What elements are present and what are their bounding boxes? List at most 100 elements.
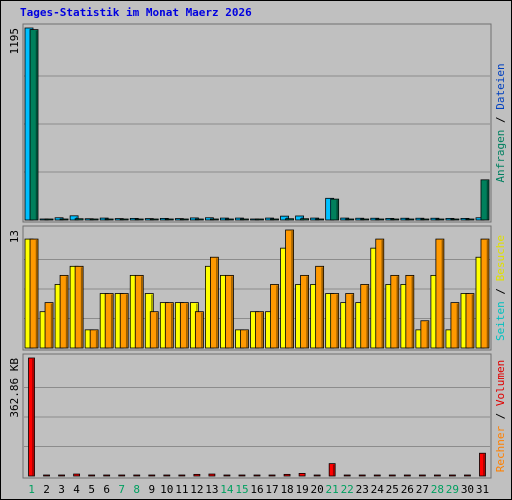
bar-dateien-day-24 [375, 218, 385, 221]
bar-volumen-day-22 [343, 474, 351, 477]
y-max-label: 13 [8, 230, 21, 243]
bar-besuche-day-4 [74, 265, 84, 349]
x-tick-label: 25 [386, 483, 399, 496]
bar-volumen-day-24 [373, 474, 381, 477]
bar-besuche-day-27 [420, 320, 430, 349]
legend-item-anfragen: Anfragen [494, 130, 507, 183]
bar-besuche-day-19 [300, 274, 309, 349]
bar-dateien-day-21 [330, 198, 340, 221]
bar-dateien-day-14 [225, 218, 234, 221]
bar-dateien-day-16 [255, 218, 264, 221]
bar-besuche-day-24 [375, 238, 385, 349]
bar-dateien-day-15 [240, 218, 249, 221]
x-tick-label: 15 [235, 483, 248, 496]
x-tick-label: 4 [73, 483, 80, 496]
bar-volumen-day-10 [163, 474, 171, 477]
x-tick-label: 1 [28, 483, 35, 496]
bar-besuche-day-2 [44, 302, 54, 349]
y-max-label: 362.86 KB [8, 358, 21, 418]
bar-besuche-day-29 [450, 302, 460, 349]
bar-volumen-day-14 [223, 474, 231, 477]
bar-dateien-day-4 [74, 218, 84, 221]
x-tick-label: 11 [175, 483, 188, 496]
bar-volumen-day-20 [313, 474, 321, 477]
bar-volumen-day-30 [464, 474, 471, 477]
x-tick-label: 8 [133, 483, 140, 496]
x-tick-label: 31 [476, 483, 489, 496]
x-tick-label: 26 [401, 483, 414, 496]
bar-besuche-day-11 [179, 302, 189, 349]
bar-volumen-day-29 [449, 474, 456, 477]
bar-dateien-day-22 [345, 218, 355, 221]
bar-volumen-day-5 [88, 474, 96, 477]
x-tick-label: 14 [220, 483, 234, 496]
x-tick-label: 21 [326, 483, 339, 496]
bar-volumen-day-21 [328, 463, 336, 477]
bar-dateien-day-25 [390, 218, 400, 221]
bar-besuche-day-10 [164, 302, 174, 349]
x-tick-label: 5 [88, 483, 95, 496]
chart-panels: 1195 Anfragen / Dateien 13 Seiten / Besuche… [8, 23, 507, 479]
bar-besuche-day-31 [480, 238, 490, 349]
bar-besuche-day-3 [59, 274, 69, 349]
panel-frame [22, 353, 492, 479]
x-tick-label: 19 [295, 483, 308, 496]
x-axis-labels: 1 2 3 4 5 6 7 8 9 10 11 12 13 14 15 16 17 18 19 20 21 22 23 24 2… [28, 483, 489, 496]
bar-besuche-day-22 [345, 293, 355, 349]
panel-requests: 1195 Anfragen / Dateien [8, 23, 507, 223]
x-tick-label: 16 [250, 483, 263, 496]
bar-besuche-day-25 [390, 274, 400, 349]
panel-legend: Anfragen / Dateien [494, 63, 507, 182]
bar-volumen-day-16 [253, 474, 261, 477]
bar-volumen-day-27 [418, 474, 426, 477]
bar-volumen-day-11 [178, 474, 186, 477]
bar-volumen-day-19 [298, 472, 306, 477]
legend-item-seiten: Seiten [494, 301, 507, 341]
bar-volumen-day-26 [403, 474, 411, 477]
bar-volumen-day-8 [133, 474, 141, 477]
bar-besuche-day-14 [225, 274, 234, 349]
legend-item-besuche: Besuche [494, 235, 507, 281]
bar-dateien-day-12 [194, 218, 204, 221]
bar-volumen-day-7 [118, 474, 126, 477]
bar-volumen-day-4 [73, 473, 81, 477]
bar-besuche-day-26 [405, 274, 415, 349]
bar-volumen-day-9 [148, 474, 156, 477]
x-tick-label: 7 [118, 483, 125, 496]
legend-item-dateien: Dateien [494, 63, 507, 109]
bar-volumen-day-6 [103, 474, 111, 477]
bar-volumen-day-1 [28, 357, 35, 477]
bar-besuche-day-18 [285, 229, 294, 349]
bar-besuche-day-12 [194, 311, 204, 349]
bar-volumen-day-23 [358, 474, 366, 477]
panel-frame [22, 23, 492, 223]
panel-visits: 13 Seiten / Besuche [8, 225, 507, 351]
x-tick-label: 23 [356, 483, 369, 496]
x-tick-label: 10 [160, 483, 173, 496]
bar-volumen-day-31 [479, 452, 486, 477]
x-tick-label: 27 [416, 483, 429, 496]
bar-dateien-day-30 [465, 218, 475, 221]
x-tick-label: 9 [148, 483, 155, 496]
x-tick-label: 3 [58, 483, 65, 496]
panel-legend: Seiten / Besuche [494, 235, 507, 341]
x-tick-label: 6 [103, 483, 110, 496]
panel-volume: 362.86 KB Rechner / Volumen [8, 353, 507, 479]
bar-besuche-day-1 [29, 238, 39, 349]
legend-item-volumen: Volumen [494, 360, 507, 406]
bar-dateien-day-5 [89, 218, 99, 221]
bar-besuche-day-15 [240, 329, 249, 349]
bar-dateien-day-27 [420, 218, 430, 221]
bar-dateien-day-31 [480, 179, 490, 221]
y-max-label: 1195 [8, 28, 21, 55]
x-tick-label: 18 [280, 483, 293, 496]
bar-besuche-day-13 [210, 256, 219, 349]
bar-dateien-day-26 [405, 218, 415, 221]
bar-dateien-day-7 [119, 218, 129, 221]
bar-dateien-day-28 [435, 218, 445, 221]
x-tick-label: 2 [43, 483, 50, 496]
bar-besuche-day-6 [104, 293, 114, 349]
x-tick-label: 29 [446, 483, 459, 496]
bar-volumen-day-18 [283, 473, 291, 477]
